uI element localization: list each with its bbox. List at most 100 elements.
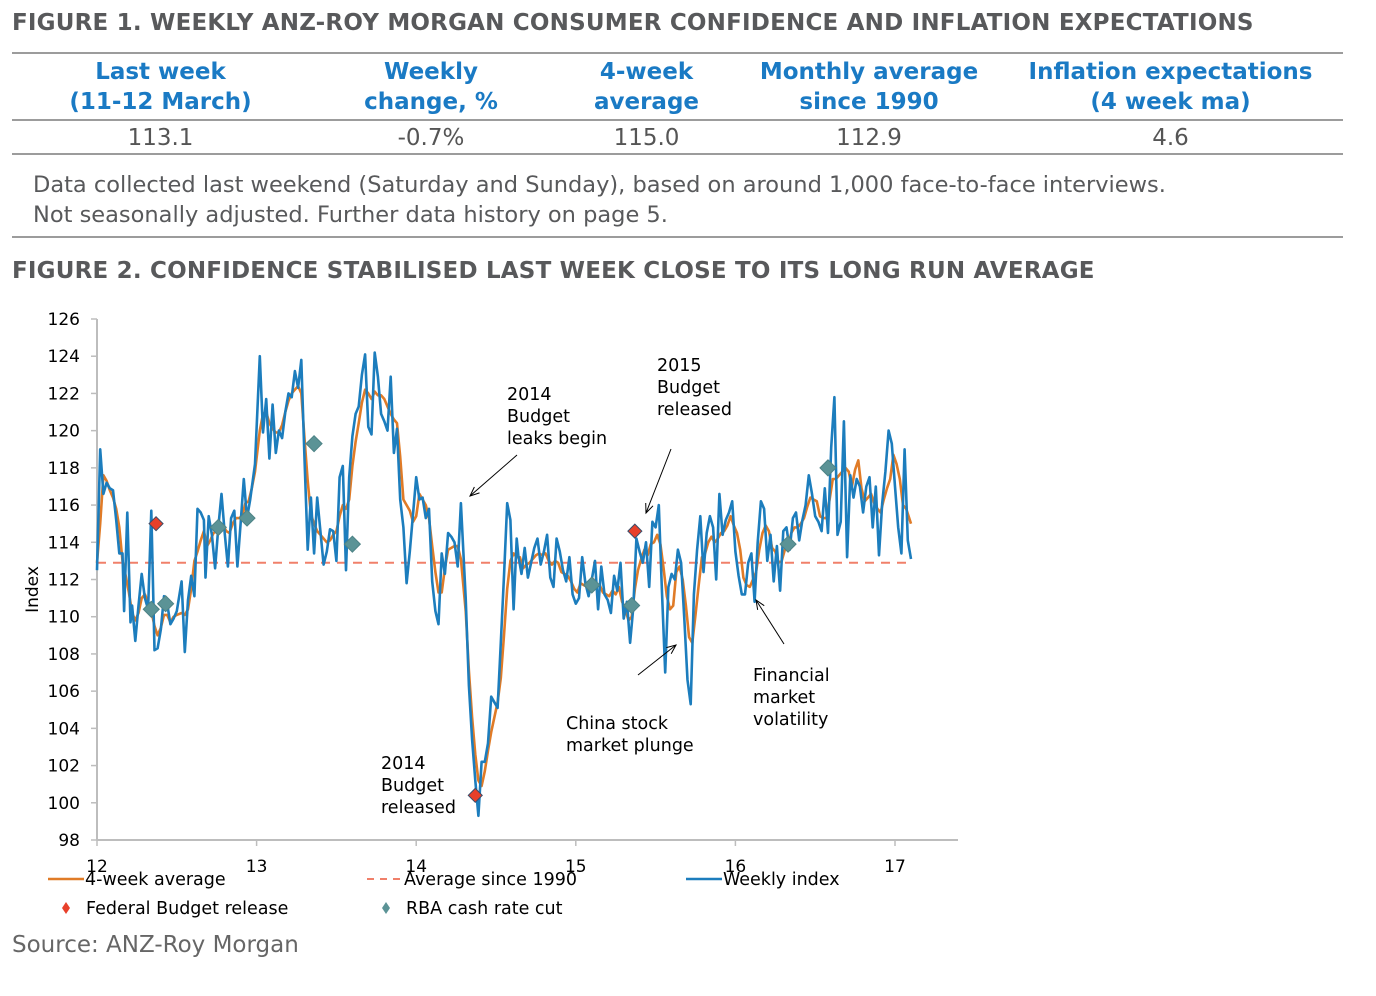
y-axis-label: Index [23, 566, 43, 613]
x-tick-label: 17 [884, 857, 906, 877]
rba-cash-rate-cut-marker [156, 594, 175, 613]
value-weekly-change: -0.7% [397, 125, 465, 151]
rba-cash-rate-cut-marker [238, 509, 256, 527]
header-4-week-average: 4-week average [553, 55, 740, 121]
rba-cash-rate-cut-marker [819, 459, 837, 477]
rba-cash-rate-cut-marker [142, 600, 160, 618]
data-note: Data collected last weekend (Saturday an… [33, 170, 1166, 230]
legend-label: 4-week average [85, 870, 226, 890]
y-tick-label: 114 [48, 533, 80, 553]
y-tick-label: 110 [48, 608, 80, 628]
note-bottom-rule [12, 236, 1343, 238]
legend-item-avg4: 4-week average [48, 870, 226, 890]
value-monthly-average: 112.9 [836, 125, 902, 151]
rba-cash-rate-cut-marker [209, 518, 228, 537]
y-tick-label: 108 [48, 645, 80, 665]
table-bottom-rule [12, 153, 1343, 155]
figure2-title: FIGURE 2. CONFIDENCE STABILISED LAST WEE… [12, 258, 1095, 284]
y-tick-label: 98 [58, 831, 80, 851]
data-note-line2: Not seasonally adjusted. Further data hi… [33, 202, 668, 228]
federal-budget-release-marker [148, 515, 164, 532]
legend-label: Average since 1990 [404, 870, 577, 890]
annotation-text-line: leaks begin [507, 429, 607, 449]
annotation-arrow [645, 448, 672, 514]
summary-table: Last week (11-12 March) Weekly change, % 4… [12, 55, 1343, 153]
rba-cash-rate-cut-marker [343, 535, 362, 553]
series-weekly-index [95, 351, 913, 818]
annotation-text-line: released [381, 798, 456, 818]
y-tick-label: 112 [48, 571, 80, 591]
y-tick-label: 120 [48, 422, 80, 442]
rba-cash-rate-cut-marker [622, 596, 641, 615]
x-tick-label: 14 [405, 857, 427, 877]
annotation-text-line: Financial [753, 666, 830, 686]
y-tick-label: 100 [48, 794, 80, 814]
y-tick-label: 118 [48, 459, 80, 479]
annotation-arrow [755, 599, 785, 645]
y-tick-label: 124 [48, 347, 80, 367]
x-tick-label: 16 [725, 857, 747, 877]
legend-label: RBA cash rate cut [406, 899, 563, 919]
annotation-arrowhead [645, 502, 654, 515]
annotation-text-line: market [753, 688, 815, 708]
annotation-arrowhead [469, 486, 480, 497]
summary-value-row: 113.1 -0.7% 115.0 112.9 4.6 [12, 120, 1343, 153]
annotation-text-line: 2015 [657, 356, 702, 376]
legend-item-weekly: Weekly index [686, 870, 840, 890]
annotation-arrow [469, 454, 518, 497]
rba-cash-rate-cut-marker [779, 535, 797, 553]
annotation-text-line: 2014 [507, 385, 552, 405]
y-tick-label: 102 [48, 757, 80, 777]
annotation-text-line: market plunge [566, 736, 694, 756]
header-last-week: Last week (11-12 March) [12, 55, 309, 121]
value-4-week-average: 115.0 [613, 125, 680, 151]
rba-cash-rate-cut-marker [305, 434, 323, 453]
value-last-week: 113.1 [127, 125, 194, 151]
confidence-chart: 98 100 102 104 106 108 110 112 114 116 118 120 122 12… [23, 310, 958, 919]
y-tick-label: 106 [48, 682, 80, 702]
annotation-text-line: released [657, 400, 732, 420]
header-weekly-change: Weekly change, % [309, 55, 553, 121]
data-note-line1: Data collected last weekend (Saturday an… [33, 172, 1166, 198]
y-tick-label: 116 [48, 496, 80, 516]
legend-swatch-diamond [62, 902, 70, 914]
annotation-arrow [637, 644, 677, 676]
federal-budget-release-marker [627, 523, 643, 539]
series-4-week-average [95, 384, 913, 788]
figure1-title: FIGURE 1. WEEKLY ANZ-ROY MORGAN CONSUMER… [12, 10, 1254, 36]
y-tick-label: 122 [48, 384, 80, 404]
legend-item-rba: RBA cash rate cut [382, 899, 563, 919]
legend-item-avg1990: Average since 1990 [367, 870, 577, 890]
y-tick-label: 126 [48, 310, 80, 330]
federal-budget-release-marker [467, 787, 483, 804]
summary-header-row: Last week (11-12 March) Weekly change, % 4… [12, 55, 1343, 121]
legend-item-budget: Federal Budget release [62, 899, 288, 919]
legend-swatch-diamond [382, 902, 390, 914]
chart-legend: 4-week average Average since 1990 Weekly i… [48, 870, 840, 919]
value-inflation-expectations: 4.6 [1152, 125, 1189, 151]
x-tick-label: 13 [246, 857, 268, 877]
annotation-text-line: Budget [507, 407, 570, 427]
legend-label: Weekly index [723, 870, 840, 890]
source-note: Source: ANZ-Roy Morgan [12, 932, 299, 958]
x-tick-label: 15 [565, 857, 587, 877]
y-tick-label: 104 [48, 719, 80, 739]
annotation-arrowhead [755, 598, 765, 610]
header-inflation-expectations: Inflation expectations (4 week ma) [998, 55, 1343, 121]
x-tick-label: 12 [86, 857, 108, 877]
annotation-text-line: 2014 [381, 754, 426, 774]
annotation-text-line: Budget [381, 776, 444, 796]
table-top-rule [12, 52, 1343, 54]
annotation-text-line: China stock [566, 714, 669, 734]
legend-label: Federal Budget release [86, 899, 288, 919]
annotation-text-line: Budget [657, 378, 720, 398]
header-monthly-average: Monthly average since 1990 [740, 55, 998, 121]
rba-cash-rate-cut-marker [583, 576, 601, 594]
annotation-text-line: volatility [753, 710, 828, 730]
annotation-arrowhead [666, 644, 678, 655]
